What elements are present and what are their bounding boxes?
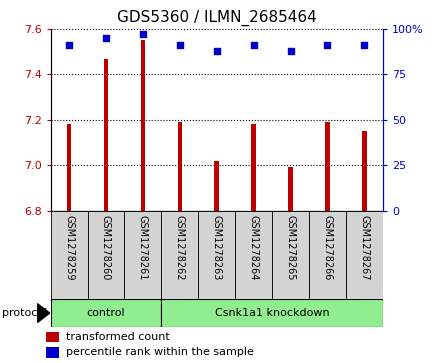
Text: GSM1278262: GSM1278262 — [175, 215, 185, 281]
Text: GSM1278267: GSM1278267 — [359, 215, 369, 281]
Text: control: control — [87, 308, 125, 318]
Bar — [46, 347, 59, 358]
Point — [213, 48, 220, 54]
Point — [139, 32, 147, 37]
Text: GSM1278266: GSM1278266 — [323, 215, 333, 280]
Text: GSM1278261: GSM1278261 — [138, 215, 148, 280]
Bar — [214, 160, 219, 211]
Point — [361, 42, 368, 48]
Bar — [51, 211, 88, 299]
Text: percentile rank within the sample: percentile rank within the sample — [66, 347, 254, 357]
Bar — [161, 211, 198, 299]
Bar — [288, 167, 293, 211]
Bar — [88, 211, 125, 299]
Text: protocol: protocol — [2, 308, 48, 318]
Bar — [141, 40, 145, 211]
Bar — [104, 58, 108, 211]
Bar — [161, 299, 383, 327]
Bar — [362, 131, 367, 211]
Point — [324, 42, 331, 48]
Text: GSM1278260: GSM1278260 — [101, 215, 111, 280]
Bar — [198, 211, 235, 299]
Point — [287, 48, 294, 54]
Point — [176, 42, 183, 48]
Text: GSM1278259: GSM1278259 — [64, 215, 74, 281]
Bar — [272, 211, 309, 299]
Bar — [125, 211, 161, 299]
Bar — [67, 124, 71, 211]
Point — [66, 42, 73, 48]
Bar — [346, 211, 383, 299]
Bar — [178, 122, 182, 211]
Point — [103, 35, 110, 41]
Title: GDS5360 / ILMN_2685464: GDS5360 / ILMN_2685464 — [117, 10, 316, 26]
Bar — [309, 211, 346, 299]
Text: transformed count: transformed count — [66, 332, 170, 342]
Bar — [325, 122, 330, 211]
Bar — [51, 299, 161, 327]
Bar — [235, 211, 272, 299]
Bar — [251, 124, 256, 211]
Text: GSM1278264: GSM1278264 — [249, 215, 259, 280]
Bar — [46, 332, 59, 342]
Polygon shape — [37, 303, 50, 322]
Text: GSM1278263: GSM1278263 — [212, 215, 222, 280]
Text: GSM1278265: GSM1278265 — [286, 215, 296, 281]
Text: Csnk1a1 knockdown: Csnk1a1 knockdown — [215, 308, 330, 318]
Point — [250, 42, 257, 48]
